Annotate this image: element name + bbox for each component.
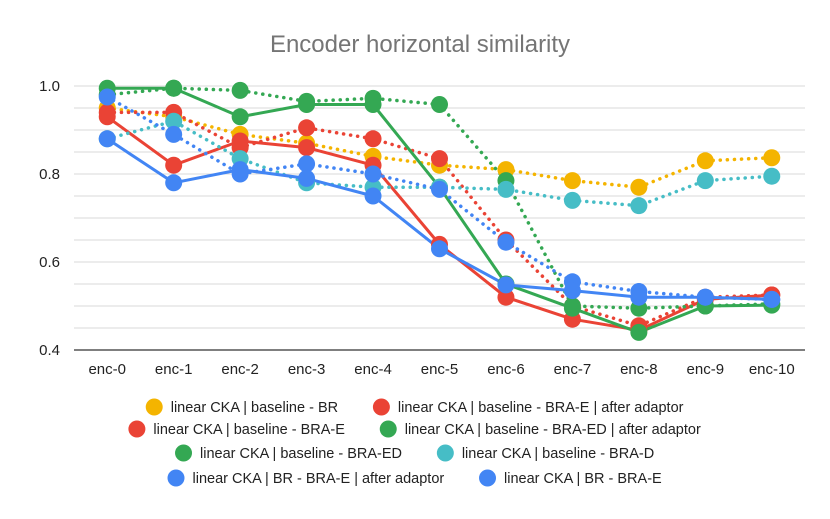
legend-marker <box>379 420 397 438</box>
x-tick-label: enc-4 <box>354 361 392 378</box>
data-point <box>431 150 448 168</box>
legend-item: linear CKA | baseline - BRA-E <box>128 420 345 438</box>
series-line-7 <box>105 95 774 302</box>
legend-label: linear CKA | BR - BRA-E <box>504 471 662 487</box>
legend-marker <box>436 444 454 462</box>
data-point <box>431 240 448 258</box>
data-point <box>563 191 581 209</box>
legend-label: linear CKA | baseline - BRA-E | after ad… <box>398 400 684 416</box>
data-point <box>431 180 448 198</box>
legend-marker <box>167 469 185 487</box>
data-point <box>364 187 382 205</box>
legend-label: linear CKA | baseline - BRA-ED | after a… <box>405 422 701 438</box>
data-point <box>497 288 515 306</box>
legend-marker <box>128 420 146 438</box>
data-point <box>763 290 781 308</box>
data-point <box>98 88 116 106</box>
chart-title: Encoder horizontal similarity <box>270 31 570 58</box>
data-point <box>696 288 714 306</box>
legend-item: linear CKA | baseline - BRA-D <box>436 444 654 462</box>
y-tick-label: 0.8 <box>39 166 60 183</box>
data-point <box>431 95 448 113</box>
data-point <box>298 155 316 173</box>
legend-label: linear CKA | BR - BRA-E | after adaptor <box>193 471 445 487</box>
data-point <box>165 79 183 97</box>
data-point <box>763 167 781 185</box>
x-tick-label: enc-8 <box>620 361 658 378</box>
x-tick-label: enc-10 <box>749 361 795 378</box>
data-point <box>364 130 382 148</box>
legend-item: linear CKA | baseline - BRA-ED | after a… <box>379 420 701 438</box>
x-tick-label: enc-2 <box>221 361 259 378</box>
x-tick-label: enc-6 <box>487 361 525 378</box>
y-tick-label: 1.0 <box>39 78 60 95</box>
data-point <box>563 299 581 317</box>
series-line-4 <box>105 86 774 310</box>
series-points <box>98 79 781 341</box>
legend-label: linear CKA | baseline - BRA-E <box>153 422 345 438</box>
data-point <box>298 139 316 157</box>
legend-item: linear CKA | baseline - BRA-ED <box>175 444 402 462</box>
data-point <box>563 172 581 190</box>
legend-item: linear CKA | BR - BRA-E <box>479 469 662 487</box>
x-tick-label: enc-3 <box>288 361 326 378</box>
x-tick-label: enc-7 <box>554 361 592 378</box>
data-point <box>231 132 249 150</box>
data-point <box>165 156 183 174</box>
data-point <box>630 323 648 341</box>
x-tick-label: enc-5 <box>421 361 459 378</box>
legend-label: linear CKA | baseline - BR <box>171 400 338 416</box>
data-point <box>165 112 183 130</box>
data-point <box>98 130 116 148</box>
data-point <box>298 169 316 187</box>
legend-item: linear CKA | baseline - BR <box>145 398 338 416</box>
legend-label: linear CKA | baseline - BRA-ED <box>200 446 402 462</box>
data-point <box>231 108 249 126</box>
data-point <box>630 288 648 306</box>
y-tick-label: 0.6 <box>39 254 60 271</box>
data-point <box>364 165 382 183</box>
data-point <box>98 108 116 126</box>
legend-marker <box>145 398 163 416</box>
data-point <box>298 95 316 113</box>
data-point <box>231 161 249 179</box>
x-tick-label: enc-1 <box>155 361 193 378</box>
grid-layer <box>74 85 805 329</box>
data-point <box>630 197 648 215</box>
data-point <box>497 180 515 198</box>
data-point <box>298 119 316 137</box>
data-point <box>563 282 581 300</box>
legend-marker <box>175 444 193 462</box>
data-point <box>231 81 249 99</box>
legend-label: linear CKA | baseline - BRA-D <box>462 446 654 462</box>
x-tick-label: enc-9 <box>687 361 725 378</box>
data-point <box>696 152 714 170</box>
data-point <box>630 178 648 196</box>
data-point <box>165 174 183 192</box>
legend-marker <box>479 469 497 487</box>
legend: linear CKA | baseline - BR linear CKA | b… <box>128 398 701 487</box>
axis-layer: 0.4 0.6 0.8 1.0 enc-0 enc-1 enc-2 enc-3 enc-4 enc… <box>39 78 805 378</box>
data-point <box>696 172 714 190</box>
data-point <box>763 149 781 167</box>
legend-item: linear CKA | BR - BRA-E | after adaptor <box>167 469 445 487</box>
series-line-1 <box>105 106 774 189</box>
x-tick-label: enc-0 <box>88 361 126 378</box>
data-point <box>497 233 515 251</box>
data-point <box>165 125 183 143</box>
legend-marker <box>372 398 390 416</box>
data-point <box>364 95 382 113</box>
legend-item: linear CKA | baseline - BRA-E | after ad… <box>372 398 684 416</box>
series-lines <box>105 86 774 334</box>
y-tick-label: 0.4 <box>39 342 60 359</box>
data-point <box>497 276 515 294</box>
